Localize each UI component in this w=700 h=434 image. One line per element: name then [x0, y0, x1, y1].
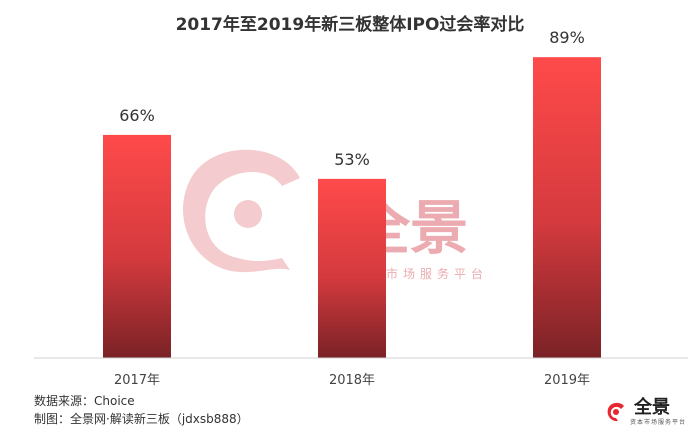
brand-logo-sub: 资本市场服务平台 [629, 419, 686, 426]
brand-logo: 全景 资本市场服务平台 [604, 398, 686, 426]
brand-logo-icon [607, 402, 624, 422]
bar-2017年 [103, 134, 171, 358]
chart-maker-note: 制图：全景网·解读新三板（jdxsb888） [34, 412, 249, 426]
bar-series: 66% 53% 89% [103, 28, 601, 359]
x-tick-label-2017年: 2017年 [114, 373, 160, 388]
watermark-dot-icon [234, 200, 262, 228]
chart-title: 2017年至2019年新三板整体IPO过会率对比 [176, 14, 525, 35]
x-tick-label-2018年: 2018年 [329, 373, 375, 388]
data-source-note: 数据来源：Choice [34, 394, 135, 408]
bar-2019年 [533, 57, 601, 359]
x-tick-label-2019年: 2019年 [544, 373, 590, 388]
bar-2018年 [318, 178, 386, 358]
brand-logo-name: 全景 [633, 397, 670, 418]
x-axis-ticks: 2017年 2018年 2019年 [114, 373, 590, 388]
data-label-2018年: 53% [334, 150, 370, 169]
watermark-logo-icon [183, 149, 300, 273]
data-label-2017年: 66% [119, 106, 155, 125]
data-label-2019年: 89% [549, 28, 585, 47]
